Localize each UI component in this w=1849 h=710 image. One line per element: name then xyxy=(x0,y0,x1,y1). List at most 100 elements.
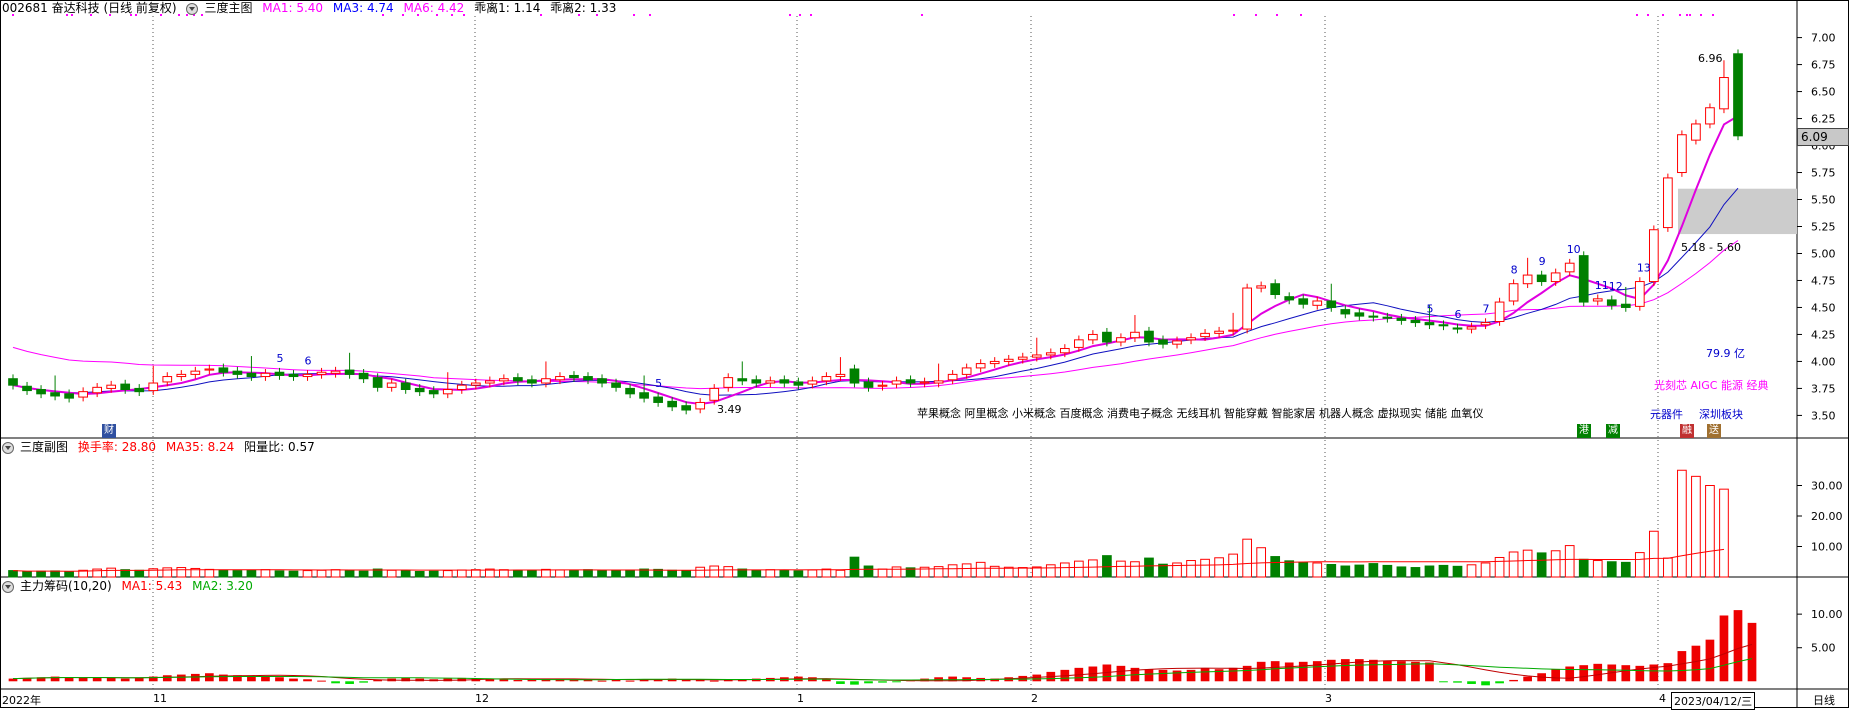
volume-bar xyxy=(919,566,930,578)
finance-badge[interactable]: 财 xyxy=(102,424,116,438)
reduce-badge[interactable]: 减 xyxy=(1606,424,1620,438)
signal-dot xyxy=(1276,14,1278,16)
chip-bar xyxy=(1677,651,1687,682)
volume-bar xyxy=(1677,469,1687,578)
candle-body xyxy=(358,372,369,380)
candle-body xyxy=(162,376,173,383)
volume-bar xyxy=(1480,562,1491,578)
volume-bar xyxy=(1438,564,1449,578)
candle-body xyxy=(737,378,748,382)
chip-bar xyxy=(1593,663,1603,682)
x-label-year: 2022年 xyxy=(2,694,41,707)
sequence-count-label: 13 xyxy=(1637,262,1651,275)
sub-panel-dropdown-icon[interactable] xyxy=(2,441,14,454)
chip-bar xyxy=(1481,681,1490,686)
turnover-legend: 换手率: 28.80 xyxy=(77,440,157,454)
volume-bar xyxy=(1045,564,1056,578)
sector-tag-shenzhen[interactable]: 深圳板块 xyxy=(1699,408,1743,421)
y-tick-label: 5.50 xyxy=(1811,194,1836,207)
volume-bar xyxy=(64,571,74,578)
candle-body xyxy=(190,370,201,375)
candle-body xyxy=(260,372,271,378)
volume-bar xyxy=(1368,563,1379,578)
y-tick-label: 3.75 xyxy=(1811,382,1836,395)
volume-bar xyxy=(989,565,1000,578)
signal-dot xyxy=(186,14,188,16)
chip-bar xyxy=(1284,662,1294,682)
signal-dot xyxy=(799,14,801,16)
chip-panel-dropdown-icon[interactable] xyxy=(2,580,14,593)
volume-bar xyxy=(1214,557,1224,578)
x-label-feb: 2 xyxy=(1031,692,1038,705)
volume-bar xyxy=(1312,562,1323,578)
candle-body xyxy=(1382,316,1393,319)
candle-body xyxy=(653,396,663,403)
chip-bar xyxy=(1551,669,1561,682)
gift-badge[interactable]: 送 xyxy=(1707,424,1721,438)
chip-bar xyxy=(303,679,312,682)
candle-body xyxy=(1733,53,1743,137)
chip-bar xyxy=(120,678,130,682)
ma1-legend: MA1: 5.40 xyxy=(262,1,324,15)
signal-dot xyxy=(810,14,812,16)
candle-body xyxy=(933,380,944,384)
signal-dot xyxy=(193,14,195,16)
chip-bar xyxy=(1354,659,1364,682)
main-header: 002681 奋达科技 (日线 前复权) 三度主图 MA1: 5.40 MA3:… xyxy=(2,0,622,16)
sub-panel-title[interactable]: 三度副图 xyxy=(20,440,69,454)
x-label-mar: 3 xyxy=(1325,692,1332,705)
chip-bar xyxy=(1663,663,1673,682)
candle-body xyxy=(1242,287,1252,330)
zone-label: 5.18 - 5.60 xyxy=(1681,241,1741,254)
high-price-label: 6.96 xyxy=(1698,52,1723,65)
concept-tags[interactable]: 苹果概念 阿里概念 小米概念 百度概念 消费电子概念 无线耳机 智能穿戴 智能家… xyxy=(917,407,1484,420)
candle-body xyxy=(414,387,425,393)
chip-bar xyxy=(499,679,509,682)
margin-badge[interactable]: 融 xyxy=(1680,424,1694,438)
y-tick-label: 5.00 xyxy=(1811,642,1836,655)
candle-body xyxy=(134,387,145,393)
chip-bar xyxy=(148,676,158,682)
candle-body xyxy=(1719,77,1729,110)
candle-body xyxy=(442,389,453,395)
candle-body xyxy=(1116,337,1126,343)
volume-bar xyxy=(344,570,355,578)
right-concept-tags[interactable]: 光刻芯 AIGC 能源 经典 xyxy=(1654,379,1769,392)
signal-dot xyxy=(596,14,598,16)
volume-bar xyxy=(1719,488,1729,578)
candle-body xyxy=(1144,330,1154,343)
signal-dot xyxy=(649,14,651,16)
signal-dot xyxy=(1255,14,1257,16)
volume-bar xyxy=(765,569,776,578)
volume-bar xyxy=(933,566,944,578)
signal-dot xyxy=(1689,14,1691,16)
volume-bar xyxy=(1648,530,1659,578)
candle-body xyxy=(905,379,916,384)
candle-body xyxy=(1172,340,1182,345)
candle-body xyxy=(22,385,32,392)
chip-bar xyxy=(1312,661,1322,682)
signal-dot xyxy=(1647,14,1649,16)
chip-bar xyxy=(1369,659,1378,682)
sector-tag-components[interactable]: 元器件 xyxy=(1650,408,1683,421)
chip-bar xyxy=(1705,639,1715,682)
volume-bar xyxy=(1620,561,1631,578)
period-label[interactable]: 日线 xyxy=(1813,694,1835,707)
signal-dot xyxy=(540,14,542,16)
volume-bar xyxy=(1606,561,1617,578)
candle-body xyxy=(527,379,537,384)
chip-panel-title[interactable]: 主力筹码(10,20) xyxy=(20,579,112,593)
chip-bar xyxy=(134,677,144,682)
candle-body xyxy=(1130,331,1140,339)
volume-bar xyxy=(779,569,790,578)
panel-dropdown-icon[interactable] xyxy=(186,2,199,15)
chip-bar xyxy=(64,677,74,682)
hk-badge[interactable]: 港 xyxy=(1577,424,1591,438)
volume-bar xyxy=(1452,565,1463,578)
main-panel-title[interactable]: 三度主图 xyxy=(204,1,253,15)
chip-bar xyxy=(1144,669,1154,682)
volume-bar xyxy=(232,570,243,578)
volume-bar xyxy=(737,568,748,578)
